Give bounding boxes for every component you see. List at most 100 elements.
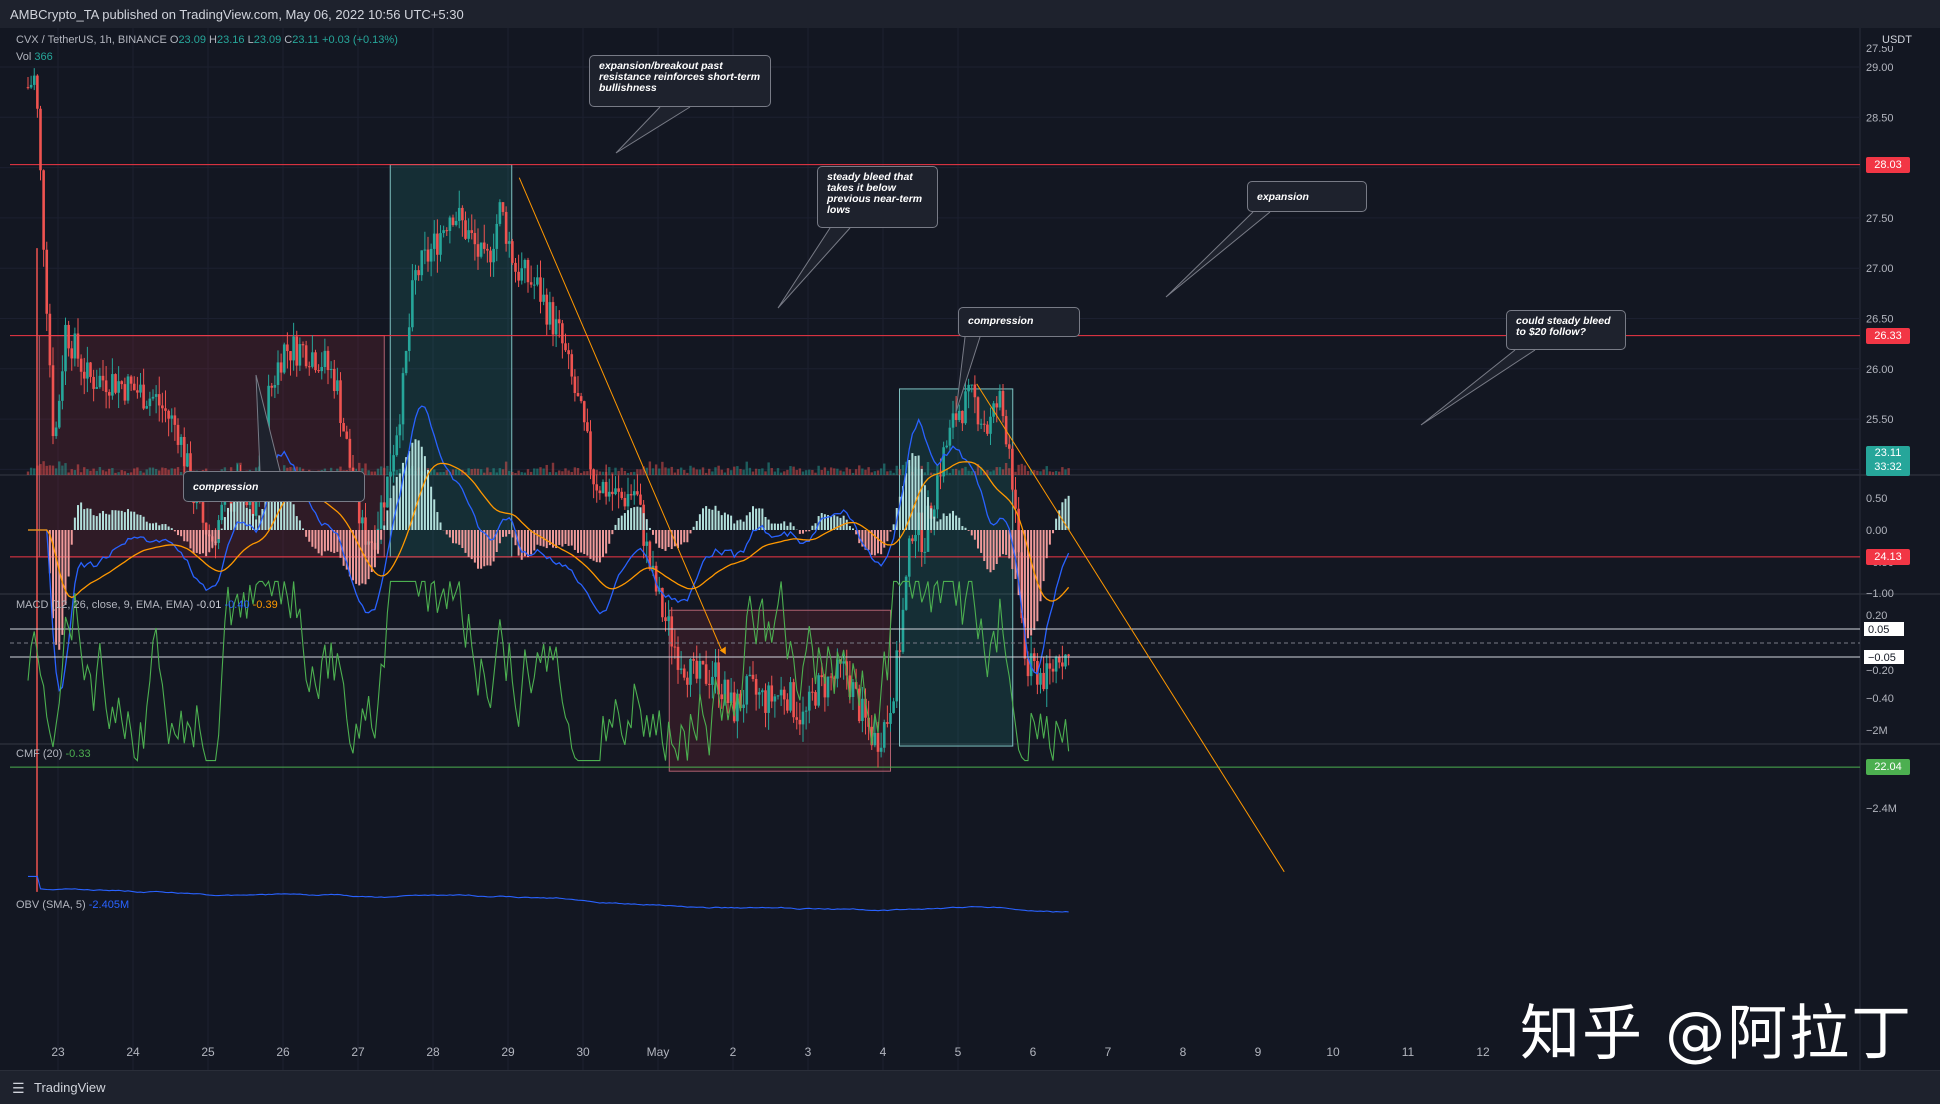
callout-steady-bleed-question[interactable]: could steady bleed to $20 follow? bbox=[1506, 310, 1626, 350]
candle-body bbox=[457, 207, 461, 221]
candle-body bbox=[629, 494, 633, 496]
callout-compression-left[interactable]: compression bbox=[183, 471, 365, 502]
volume-bar bbox=[723, 472, 727, 475]
candle-body bbox=[345, 431, 349, 439]
candle-body bbox=[670, 616, 674, 647]
volume-bar bbox=[814, 472, 817, 475]
volume-bar bbox=[170, 468, 173, 475]
candle-body bbox=[886, 722, 889, 724]
callout-expansion-breakout[interactable]: expansion/breakout past resistance reinf… bbox=[589, 55, 771, 107]
candle-body bbox=[157, 394, 161, 406]
volume-bar bbox=[867, 467, 870, 475]
volume-bar bbox=[629, 472, 633, 475]
candle-body bbox=[107, 392, 111, 396]
volume-bar bbox=[842, 471, 845, 475]
candle-body bbox=[679, 668, 683, 670]
candle-body bbox=[329, 368, 333, 371]
candle-body bbox=[489, 250, 492, 263]
volume-bar bbox=[970, 471, 973, 475]
candle-body bbox=[707, 683, 711, 685]
candle-body bbox=[907, 538, 911, 577]
candle-body bbox=[104, 380, 108, 393]
callout-expansion[interactable]: expansion bbox=[1247, 181, 1367, 212]
candle-body bbox=[426, 249, 430, 262]
volume-bar bbox=[1014, 471, 1017, 475]
candle-body bbox=[889, 712, 892, 724]
candle-body bbox=[570, 354, 574, 377]
candle-body bbox=[442, 230, 445, 234]
candle-body bbox=[57, 400, 61, 428]
volume-bar bbox=[39, 464, 42, 475]
candle-body bbox=[151, 396, 155, 399]
volume-bar bbox=[954, 468, 958, 475]
candle-body bbox=[826, 676, 830, 698]
candle-body bbox=[432, 233, 436, 249]
vol-label[interactable]: Vol bbox=[16, 51, 32, 63]
time-tick-label: 3 bbox=[805, 1045, 812, 1059]
candle-body bbox=[711, 676, 714, 685]
tradingview-logo-icon[interactable]: ☰ bbox=[12, 1080, 25, 1096]
candle-body bbox=[111, 374, 114, 396]
candle-body bbox=[861, 698, 864, 722]
volume-bar bbox=[742, 469, 745, 475]
volume-bar bbox=[736, 466, 739, 475]
candle-body bbox=[948, 427, 952, 446]
cmf-label[interactable]: CMF (20) bbox=[16, 748, 63, 760]
price-chart[interactable]: 29.0028.5028.0027.5027.0026.5026.0025.50… bbox=[0, 28, 1940, 1070]
candle-body bbox=[136, 390, 139, 393]
candle-body bbox=[764, 690, 767, 713]
cmf-tick-label: −0.20 bbox=[1866, 665, 1894, 677]
time-tick-label: 24 bbox=[126, 1045, 140, 1059]
candle-body bbox=[939, 475, 942, 477]
volume-bar bbox=[820, 469, 823, 475]
time-tick-label: 5 bbox=[955, 1045, 962, 1059]
tradingview-brand[interactable]: TradingView bbox=[34, 1080, 106, 1095]
candle-body bbox=[898, 650, 902, 652]
time-tick-label: 28 bbox=[426, 1045, 440, 1059]
macd-label[interactable]: MACD (12, 26, close, 9, EMA, EMA) bbox=[16, 599, 194, 611]
candle-body bbox=[823, 677, 827, 698]
cmf-line bbox=[27, 579, 1070, 762]
time-tick-label: 12 bbox=[1476, 1045, 1490, 1059]
volume-bar bbox=[554, 472, 558, 475]
volume-bar bbox=[498, 468, 502, 475]
candle-body bbox=[186, 453, 189, 467]
volume-legend: Vol 366 bbox=[16, 51, 53, 63]
volume-bar bbox=[1029, 469, 1033, 475]
macd-hist-value: -0.01 bbox=[196, 599, 222, 611]
volume-bar bbox=[854, 469, 858, 475]
candle-body bbox=[98, 375, 102, 388]
volume-bar bbox=[567, 470, 570, 475]
candle-body bbox=[411, 280, 414, 328]
volume-bar bbox=[998, 467, 1002, 475]
volume-bar bbox=[711, 471, 714, 475]
callout-steady-bleed[interactable]: steady bleed that takes it below previou… bbox=[817, 166, 938, 228]
price-tick-label: 26.00 bbox=[1866, 364, 1894, 376]
callout-compression-right[interactable]: compression bbox=[958, 307, 1080, 337]
volume-bar bbox=[67, 472, 70, 475]
candle-body bbox=[79, 358, 83, 372]
volume-bar bbox=[61, 465, 64, 475]
candle-body bbox=[254, 498, 258, 516]
macd-legend: MACD (12, 26, close, 9, EMA, EMA) -0.01 … bbox=[16, 599, 278, 611]
volume-bar bbox=[79, 472, 83, 475]
volume-bar bbox=[689, 465, 692, 475]
time-tick-label: 10 bbox=[1326, 1045, 1340, 1059]
candle-body bbox=[579, 396, 583, 402]
volume-bar bbox=[542, 468, 545, 475]
candle-body bbox=[739, 693, 742, 708]
volume-bar bbox=[101, 470, 105, 475]
candle-body bbox=[957, 410, 961, 421]
symbol-label[interactable]: CVX / TetherUS, 1h, BINANCE bbox=[16, 34, 167, 46]
volume-bar bbox=[692, 467, 695, 475]
candle-body bbox=[292, 336, 295, 361]
volume-bar bbox=[451, 469, 455, 475]
candle-body bbox=[979, 423, 983, 425]
candle-body bbox=[564, 343, 567, 351]
obv-label[interactable]: OBV (SMA, 5) bbox=[16, 899, 86, 911]
macd-signal-line bbox=[28, 461, 1070, 602]
candle-body bbox=[914, 535, 917, 542]
cmf-value: -0.33 bbox=[65, 748, 91, 760]
volume-bar bbox=[501, 469, 505, 475]
currency-label[interactable]: USDT bbox=[1880, 34, 1914, 46]
